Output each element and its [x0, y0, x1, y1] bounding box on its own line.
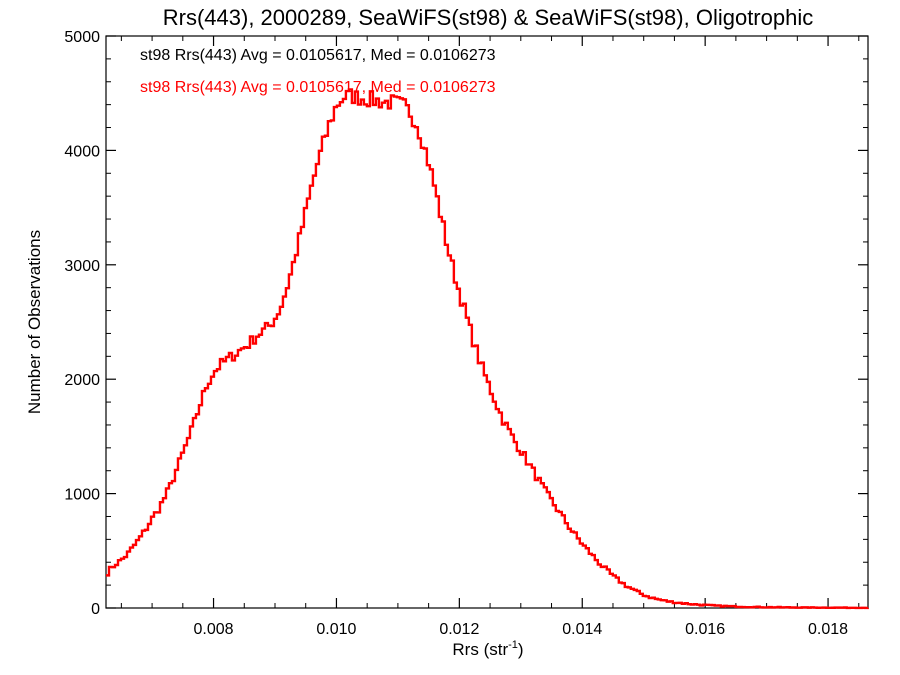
y-axis-label: Number of Observations	[25, 230, 44, 414]
x-tick-label: 0.014	[562, 621, 602, 638]
x-axis-label-main: Rrs (str	[452, 640, 508, 659]
y-tick-label: 0	[91, 601, 100, 618]
x-axis-label-superscript: -1	[508, 639, 518, 651]
x-axis-label-close: )	[518, 640, 524, 659]
x-tick-label: 0.008	[194, 621, 234, 638]
y-tick-label: 4000	[64, 143, 100, 160]
annotation-black: st98 Rrs(443) Avg = 0.0105617, Med = 0.0…	[140, 47, 496, 64]
axes-frame	[105, 35, 869, 609]
y-tick-label: 5000	[64, 29, 100, 46]
y-tick-label: 2000	[64, 372, 100, 389]
y-tick-label: 3000	[64, 258, 100, 275]
chart-title: Rrs(443), 2000289, SeaWiFS(st98) & SeaWi…	[163, 5, 813, 30]
x-tick-label: 0.010	[316, 621, 356, 638]
annotation-red: st98 Rrs(443) Avg = 0.0105617, Med = 0.0…	[140, 79, 496, 96]
plot-frame	[105, 35, 869, 609]
x-tick-label: 0.016	[685, 621, 725, 638]
x-axis-label: Rrs (str-1)	[452, 639, 523, 659]
x-tick-label: 0.012	[439, 621, 479, 638]
y-tick-label: 1000	[64, 487, 100, 504]
y-axis: 0 1000 2000 3000 4000 5000	[64, 29, 868, 618]
histogram-series	[106, 88, 869, 610]
x-tick-label: 0.018	[808, 621, 848, 638]
x-axis: 0.008 0.010 0.012 0.014 0.016 0.018	[120, 36, 860, 638]
